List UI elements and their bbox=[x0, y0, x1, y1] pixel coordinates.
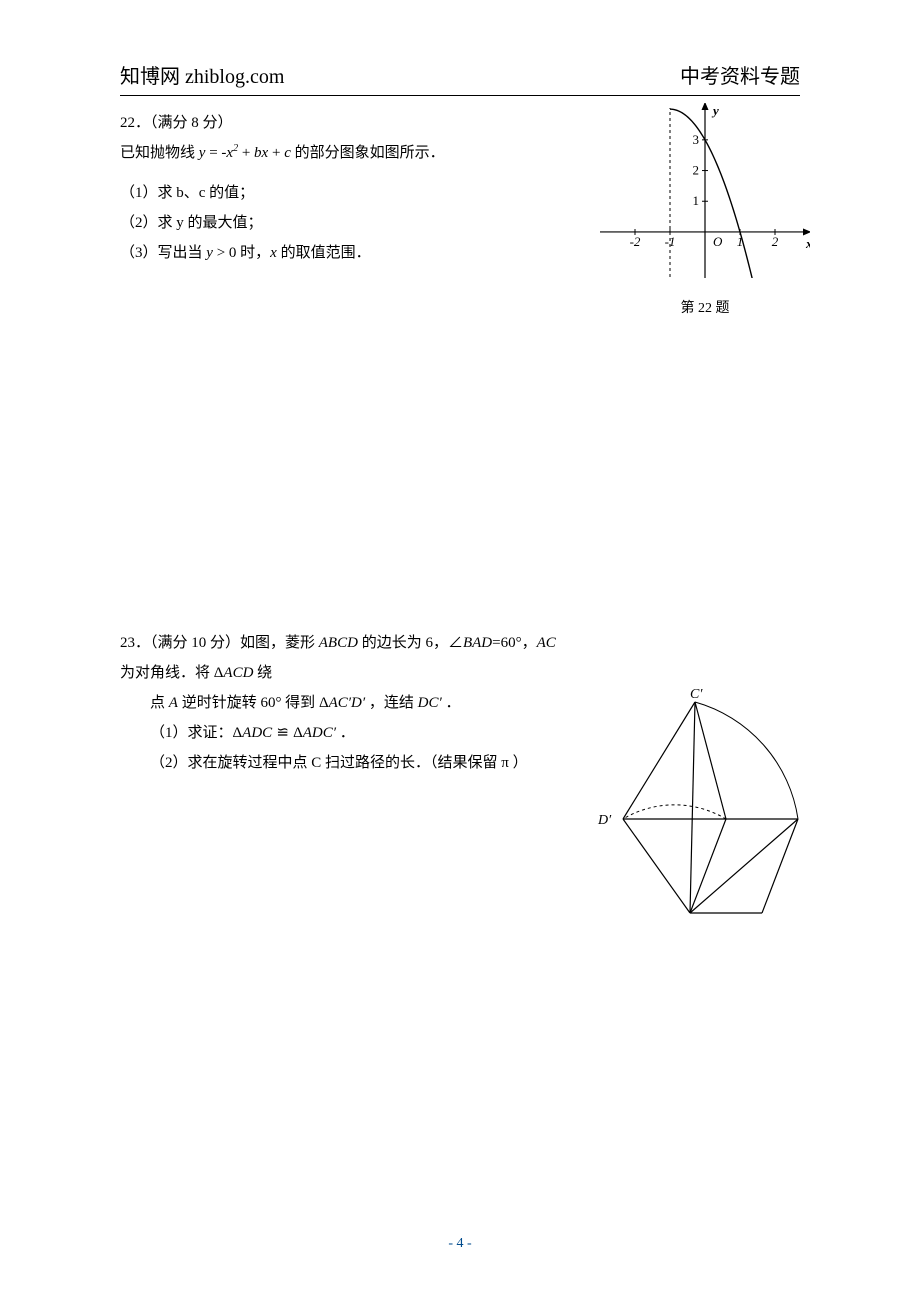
q22-eq-eq: = - bbox=[205, 145, 226, 161]
q22-text: 22．（满分 8 分） 已知抛物线 y = -x2 + bx + c 的部分图象… bbox=[120, 108, 520, 268]
q22-title: 22．（满分 8 分） bbox=[120, 108, 520, 138]
q22-eq-c: c bbox=[284, 145, 291, 161]
congruent-icon: ≌ bbox=[272, 724, 293, 741]
q22-p3-gt: > 0 bbox=[213, 245, 236, 261]
q23-adcp: ADC′ bbox=[303, 725, 336, 741]
q22-stem-prefix: 已知抛物线 bbox=[120, 145, 199, 161]
q22-p3-x: x bbox=[270, 245, 277, 261]
page-number: - 4 - bbox=[0, 1236, 920, 1252]
delta-icon: Δ bbox=[319, 695, 329, 711]
q23-figure: C′ D′ bbox=[570, 688, 810, 944]
q23-l1-s4: 为对角线．将 bbox=[120, 665, 214, 681]
q23-l2-s4: ． bbox=[442, 695, 461, 711]
q22-p3-suffix: 的取值范围． bbox=[277, 245, 371, 261]
q23-a: A bbox=[169, 695, 178, 711]
question-23: 23．（满分 10 分）如图，菱形 ABCD 的边长为 6，∠BAD=60°，A… bbox=[120, 628, 800, 778]
q23-p1-suffix: ． bbox=[336, 725, 355, 741]
delta-icon: Δ bbox=[233, 725, 243, 741]
svg-text:C′: C′ bbox=[690, 688, 703, 702]
q23-l1-s1: 23．（满分 10 分）如图，菱形 bbox=[120, 635, 319, 651]
svg-text:1: 1 bbox=[693, 193, 700, 208]
q22-stem-suffix: 的部分图象如图所示． bbox=[291, 145, 445, 161]
q23-line2: 点 A 逆时针旋转 60° 得到 ΔAC′D′ ，连结 DC′ ． bbox=[120, 688, 570, 718]
q23-part1: （1）求证：ΔADC ≌ ΔADC′ ． bbox=[120, 718, 570, 748]
q23-acd: ACD bbox=[223, 665, 253, 681]
q23-text: 23．（满分 10 分）如图，菱形 ABCD 的边长为 6，∠BAD=60°，A… bbox=[120, 628, 570, 778]
header-rule bbox=[120, 95, 800, 96]
q23-ac: AC bbox=[537, 635, 556, 651]
q23-l1-s3: =60°， bbox=[492, 635, 536, 651]
header-right: 中考资料专题 bbox=[680, 60, 800, 89]
q23-bad: BAD bbox=[463, 635, 492, 651]
q22-stem: 已知抛物线 y = -x2 + bx + c 的部分图象如图所示． bbox=[120, 138, 520, 168]
page: 知博网 zhiblog.com 中考资料专题 22．（满分 8 分） 已知抛物线… bbox=[0, 0, 920, 1302]
q23-abcd: ABCD bbox=[319, 635, 358, 651]
delta-icon: Δ bbox=[293, 725, 303, 741]
q23-l2-s2: 逆时针旋转 60° 得到 bbox=[178, 695, 319, 711]
svg-text:D′: D′ bbox=[597, 813, 612, 828]
q23-line1: 23．（满分 10 分）如图，菱形 ABCD 的边长为 6，∠BAD=60°，A… bbox=[120, 628, 570, 688]
question-22: 22．（满分 8 分） 已知抛物线 y = -x2 + bx + c 的部分图象… bbox=[120, 108, 800, 268]
q22-part2: （2）求 y 的最大值； bbox=[120, 208, 520, 238]
svg-text:O: O bbox=[713, 234, 723, 249]
q23-l2-s1: 点 bbox=[150, 695, 169, 711]
q23-p1-prefix: （1）求证： bbox=[150, 725, 233, 741]
q23-acdp: AC′D′ bbox=[329, 695, 366, 711]
q22-eq-p1: + bbox=[238, 145, 254, 161]
svg-text:x: x bbox=[805, 236, 810, 251]
q23-adc: ADC bbox=[242, 725, 272, 741]
header-left: 知博网 zhiblog.com bbox=[120, 60, 284, 89]
q22-svg: -2-112123Oxy bbox=[600, 103, 810, 278]
q23-part2: （2）求在旋转过程中点 C 扫过路径的长．（结果保留 π ） bbox=[120, 748, 570, 778]
spacer bbox=[120, 168, 520, 178]
svg-text:2: 2 bbox=[772, 234, 779, 249]
q22-eq-p2: + bbox=[268, 145, 284, 161]
svg-text:y: y bbox=[711, 103, 719, 118]
q23-l1-s2: 的边长为 6，∠ bbox=[358, 635, 463, 651]
q22-p3-prefix: （3）写出当 bbox=[120, 245, 206, 261]
svg-text:2: 2 bbox=[693, 163, 700, 178]
q23-l1-s5: 绕 bbox=[253, 665, 272, 681]
q23-svg: C′ D′ bbox=[570, 688, 810, 933]
svg-text:3: 3 bbox=[693, 132, 700, 147]
q22-p3-mid: 时， bbox=[236, 245, 270, 261]
q22-figure: -2-112123Oxy 第 22 题 bbox=[600, 103, 810, 323]
q22-eq-bx: bx bbox=[254, 145, 268, 161]
q22-part3: （3）写出当 y > 0 时，x 的取值范围． bbox=[120, 238, 520, 268]
svg-text:-2: -2 bbox=[630, 234, 641, 249]
q23-dcp: DC′ bbox=[418, 695, 442, 711]
svg-text:-1: -1 bbox=[665, 234, 676, 249]
q22-caption: 第 22 题 bbox=[600, 295, 810, 323]
q23-l2-s3: ，连结 bbox=[365, 695, 418, 711]
q22-p3-y: y bbox=[206, 245, 213, 261]
page-header: 知博网 zhiblog.com 中考资料专题 bbox=[120, 60, 800, 89]
delta-icon: Δ bbox=[214, 665, 224, 681]
q22-part1: （1）求 b、c 的值； bbox=[120, 178, 520, 208]
